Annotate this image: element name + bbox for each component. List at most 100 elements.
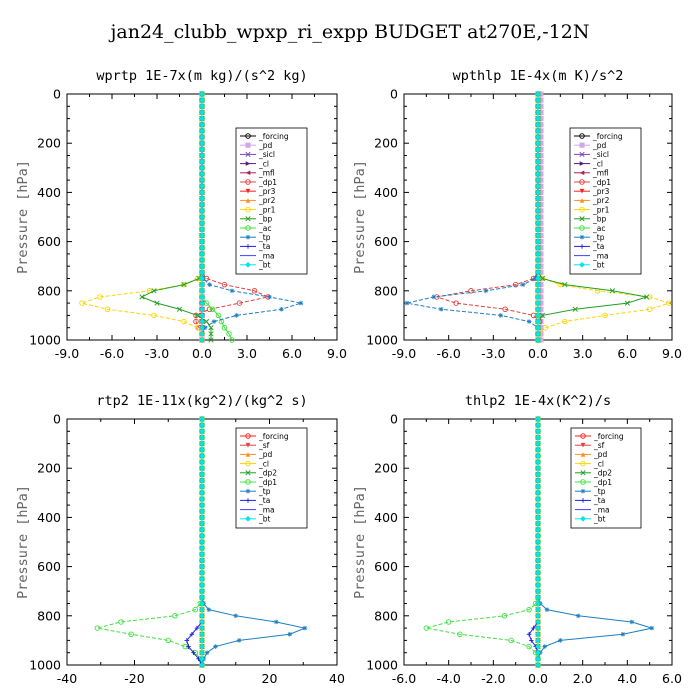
y-tick-label: 0: [53, 412, 61, 427]
y-tick-label: 1000: [29, 658, 61, 673]
legend-label: _cl: [593, 459, 604, 468]
data-point: [199, 294, 205, 300]
legend-label: _pr2: [592, 196, 610, 205]
data-point: [535, 637, 541, 644]
data-point: [199, 312, 205, 319]
y-tick-label: 400: [37, 510, 61, 525]
series: [79, 91, 205, 343]
data-point: [535, 557, 541, 564]
legend-label: _ta: [592, 242, 604, 251]
series-line: [436, 94, 541, 340]
data-point: [535, 306, 541, 313]
data-point: [535, 244, 541, 251]
legend-label: _pd: [258, 141, 273, 150]
data-point: [535, 465, 541, 471]
legend-label: _pr3: [592, 187, 610, 196]
data-point: [535, 594, 541, 601]
data-point: [535, 324, 541, 331]
data-point: [181, 318, 187, 325]
legend-marker: [245, 452, 251, 457]
data-point: [199, 606, 205, 613]
data-point: [221, 281, 228, 288]
data-point: [199, 649, 205, 656]
data-point: [535, 477, 541, 484]
data-point: [199, 520, 205, 527]
figure-title: jan24_clubb_wpxp_ri_expp BUDGET at270E,-…: [108, 21, 589, 43]
data-point: [624, 300, 630, 306]
data-point: [199, 563, 205, 570]
legend-label: _dp1: [593, 478, 612, 487]
series-line: [406, 94, 539, 340]
x-tick-label: 2.0: [573, 671, 593, 686]
data-point: [94, 625, 101, 631]
legend-label: _cl: [258, 459, 269, 468]
data-point: [226, 331, 232, 337]
data-point: [199, 576, 205, 582]
data-point: [199, 428, 205, 435]
x-tick-label: 6.0: [282, 346, 302, 361]
data-point: [199, 146, 205, 153]
data-point: [544, 607, 550, 612]
data-point: [535, 300, 541, 306]
series: [535, 91, 541, 343]
legend-marker: [579, 151, 585, 158]
legend-marker: [245, 225, 251, 231]
data-point: [535, 220, 541, 226]
series: [535, 416, 541, 668]
legend-marker: [245, 488, 251, 494]
data-point: [213, 644, 218, 649]
legend: _forcing_pd_sicl_cl_mfl_dp1_pr3_pr2_pr1_…: [569, 127, 642, 275]
data-point: [512, 281, 519, 288]
data-point: [532, 276, 538, 281]
data-point: [535, 214, 541, 220]
panel-title: wprtp 1E-7x(m kg)/(s^2 kg): [96, 68, 307, 84]
data-point: [535, 97, 541, 103]
data-point: [199, 195, 205, 202]
data-point: [535, 232, 541, 239]
series: [199, 91, 205, 343]
x-tick-label: -6.0: [100, 346, 124, 361]
data-point: [199, 208, 205, 214]
data-point: [535, 165, 541, 171]
data-point: [535, 569, 541, 576]
legend-marker: [579, 225, 585, 231]
data-point: [404, 300, 410, 306]
data-point: [535, 428, 541, 435]
series: [423, 416, 541, 668]
x-tick-label: 9.0: [662, 346, 682, 361]
data-point: [535, 588, 541, 594]
data-point: [620, 631, 626, 637]
data-point: [535, 318, 541, 325]
legend-label: _pd: [592, 141, 607, 150]
legend-marker: [245, 479, 251, 485]
panel-2: wpthlp 1E-4x(m K)/s^2 Pressure [hPa] -9.0 -…: [352, 68, 682, 361]
data-point: [199, 459, 205, 465]
data-point: [199, 625, 205, 631]
data-point: [535, 533, 541, 539]
y-tick-label: 200: [37, 461, 61, 476]
data-point: [535, 251, 541, 257]
x-tick-label: 9.0: [327, 346, 347, 361]
x-tick-label: 6.0: [617, 346, 637, 361]
data-point: [535, 238, 541, 245]
data-point: [199, 177, 205, 183]
legend-label: _bt: [258, 261, 271, 270]
x-tick-label: 6.0: [662, 671, 682, 686]
legend-label: _bt: [592, 261, 605, 270]
y-tick-label: 400: [374, 510, 398, 525]
data-point: [199, 140, 205, 146]
data-point: [181, 282, 187, 288]
data-point: [208, 337, 214, 343]
data-point: [199, 545, 205, 551]
data-point: [199, 97, 205, 103]
y-axis-label: Pressure [hPa]: [15, 160, 31, 274]
data-point: [199, 434, 205, 441]
legend-marker: [245, 161, 251, 166]
data-point: [535, 422, 541, 428]
data-point: [199, 189, 205, 196]
legend-marker: [579, 206, 585, 213]
data-point: [199, 496, 205, 502]
data-point: [526, 631, 532, 637]
data-point: [575, 613, 581, 619]
